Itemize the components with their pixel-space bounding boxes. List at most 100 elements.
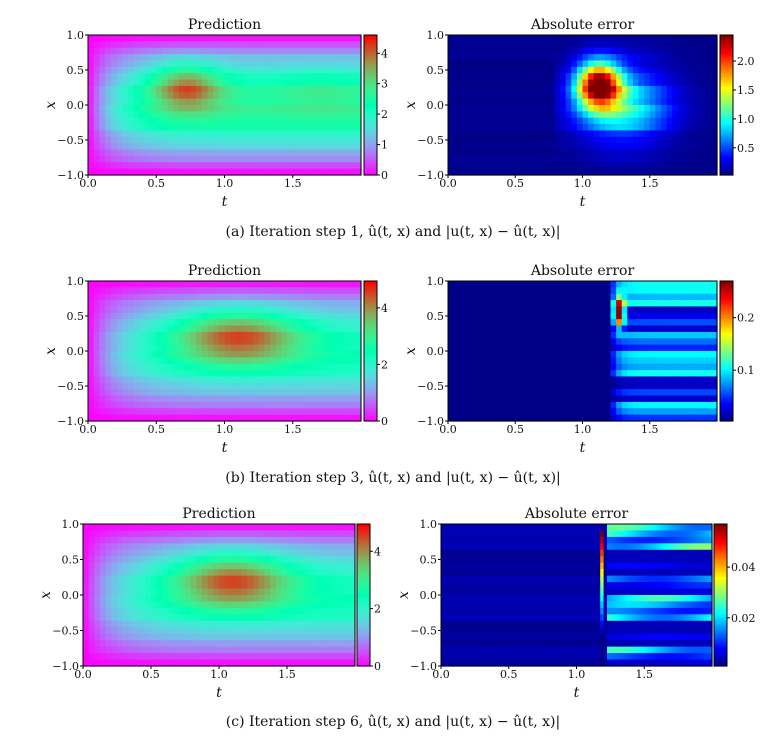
heatmap-cell (492, 351, 500, 358)
heatmap-cell (139, 414, 146, 422)
heatmap-cell (526, 117, 533, 125)
heatmap-cell (151, 569, 158, 577)
heatmap-cell (526, 124, 533, 132)
heatmap-cell (144, 124, 152, 132)
heatmap-cell (287, 168, 294, 176)
heatmap-cell (270, 92, 277, 100)
heatmap-cell (150, 41, 157, 49)
heatmap-cell (162, 543, 169, 551)
heatmap-cell (304, 556, 311, 564)
heatmap-cell (621, 111, 628, 119)
heatmap-cell (110, 395, 118, 403)
heatmap-cell (173, 370, 180, 378)
heatmap-cell (133, 124, 140, 132)
heatmap-cell (83, 556, 90, 564)
heatmap-cell (520, 408, 528, 416)
heatmap-cell (588, 66, 595, 74)
heatmap-cell (167, 370, 174, 378)
heatmap-cell (190, 569, 197, 577)
heatmap-cell (304, 130, 311, 138)
heatmap-cell (224, 401, 231, 409)
heatmap-cell (281, 536, 288, 544)
heatmap-cell (649, 105, 656, 112)
heatmap-cell (599, 344, 606, 352)
heatmap-cell (470, 155, 477, 163)
heatmap-cell (677, 162, 684, 170)
heatmap-cell (190, 344, 197, 352)
heatmap-cell (338, 300, 345, 308)
heatmap-cell (487, 168, 494, 176)
heatmap-cell (110, 287, 118, 295)
heatmap-cell (105, 382, 112, 390)
heatmap-cell (161, 287, 169, 295)
heatmap-cell (275, 105, 282, 112)
heatmap-cell (459, 389, 466, 397)
heatmap-cell (520, 105, 528, 112)
heatmap-cell (683, 35, 690, 42)
heatmap-cell (247, 136, 254, 144)
heatmap-cell (481, 325, 488, 333)
heatmap-cell (554, 168, 561, 176)
colorbar-segment (720, 348, 733, 352)
heatmap-cell (504, 60, 511, 68)
heatmap-cell (88, 85, 95, 93)
heatmap-cell (548, 389, 556, 397)
heatmap-cell (655, 344, 662, 352)
heatmap-cell (315, 60, 322, 68)
heatmap-cell (167, 281, 174, 288)
heatmap-cell (224, 543, 231, 551)
heatmap-cell (315, 124, 322, 132)
heatmap-cell (571, 312, 578, 320)
heatmap-cell (349, 543, 356, 551)
heatmap-cell (258, 85, 265, 93)
heatmap-cell (683, 376, 690, 384)
heatmap-cell (111, 569, 118, 577)
heatmap-cell (343, 401, 351, 409)
heatmap-cell (655, 105, 662, 112)
heatmap-cell (264, 395, 271, 403)
heatmap-cell (621, 395, 628, 403)
heatmap-cell (298, 92, 305, 100)
heatmap-cell (332, 149, 339, 157)
heatmap-cell (117, 549, 124, 557)
colorbar-segment (720, 156, 733, 160)
heatmap-cell (672, 293, 679, 301)
heatmap-cell (264, 562, 271, 570)
heatmap-cell (264, 143, 271, 151)
heatmap-cell (230, 331, 237, 339)
heatmap-cell (349, 92, 356, 100)
heatmap-cell (179, 85, 186, 93)
heatmap-cell (515, 401, 522, 409)
heatmap-cell (304, 401, 311, 409)
heatmap-cell (599, 293, 606, 301)
heatmap-cell (599, 306, 606, 314)
heatmap-cell (185, 524, 192, 532)
y-axis-label: x (403, 347, 419, 355)
heatmap-cell (343, 300, 351, 308)
heatmap-cell (448, 149, 455, 157)
heatmap-cell (247, 306, 254, 314)
heatmap-cell (487, 92, 494, 100)
heatmap-cell (196, 162, 203, 170)
heatmap-cell (93, 331, 100, 339)
colorbar-tick-label: 1 (381, 139, 388, 152)
heatmap-cell (122, 319, 129, 327)
panel-title: Prediction (188, 17, 261, 33)
heatmap-cell (127, 382, 135, 390)
heatmap-cell (321, 357, 328, 365)
heatmap-cell (309, 549, 316, 557)
heatmap-cell (224, 149, 231, 157)
colorbar-segment (720, 355, 733, 359)
heatmap-cell (213, 73, 220, 81)
heatmap-cell (196, 331, 203, 339)
heatmap-cell (666, 79, 673, 87)
heatmap-cell (150, 414, 157, 422)
heatmap-cell (464, 117, 472, 125)
heatmap-cell (110, 401, 118, 409)
heatmap-cell (498, 325, 505, 333)
heatmap-cell (128, 530, 135, 538)
heatmap-cell (213, 401, 220, 409)
heatmap-cell (705, 401, 712, 409)
x-tick-label: 1.0 (216, 423, 234, 436)
heatmap-cell (133, 66, 140, 74)
